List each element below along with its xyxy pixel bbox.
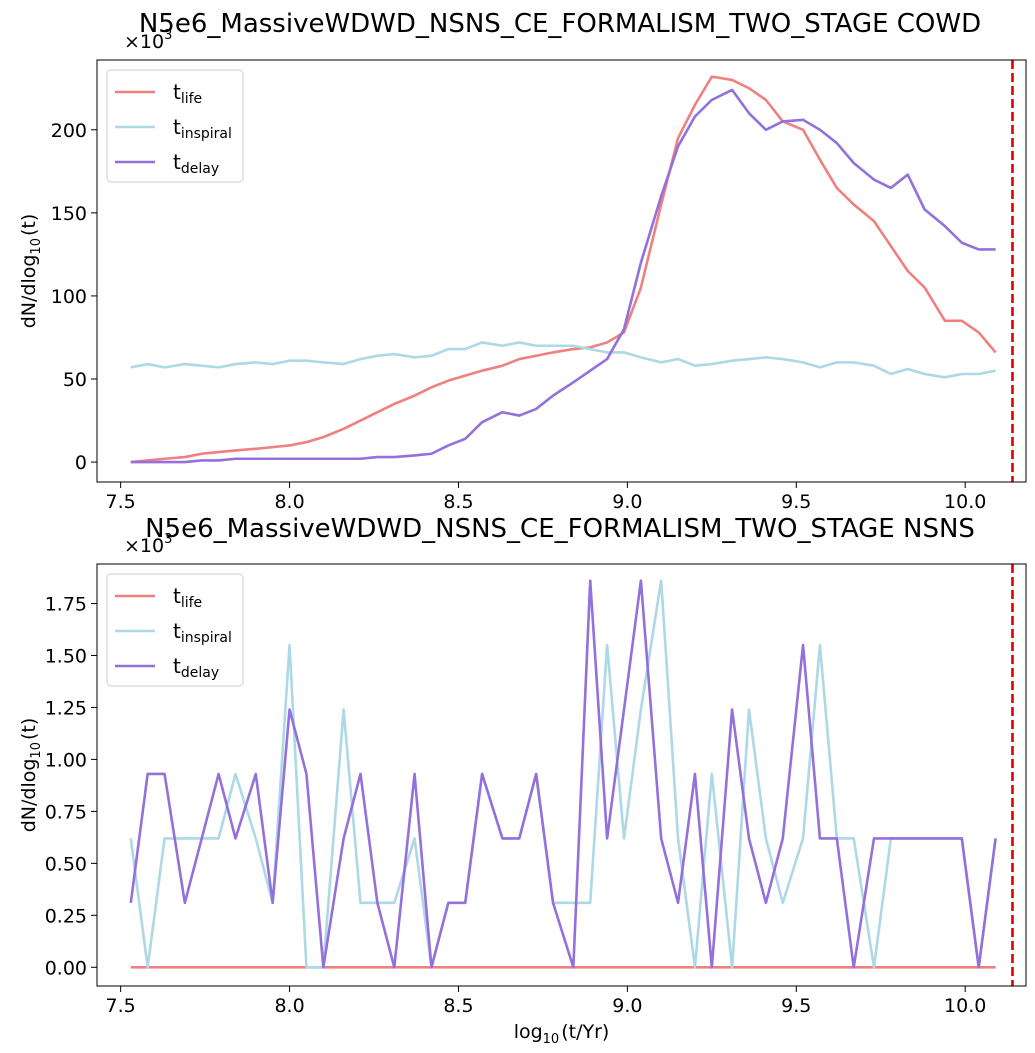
y-tick-label: 100 (51, 286, 87, 308)
x-tick-label: 10.0 (944, 491, 986, 513)
legend-label-main: t (173, 654, 181, 678)
chart-cowd: N5e6_MassiveWDWD_NSNS_CE_FORMALISM_TWO_S… (18, 9, 1027, 513)
legend-label-sub: inspiral (181, 126, 232, 142)
y-label-sub: 10 (29, 742, 44, 759)
legend-label-main: t (173, 584, 181, 608)
legend-label-main: t (173, 150, 181, 174)
x-tick-label: 10.0 (944, 995, 986, 1017)
x-tick-label: 8.0 (274, 995, 304, 1017)
x-axis-label: log10 (t/Yr) (514, 1021, 610, 1047)
x-tick-label: 9.0 (612, 491, 642, 513)
y-axis-label: dN/dlog10 (t) (18, 718, 44, 833)
y-tick-label: 0.50 (45, 853, 87, 875)
legend-label-inspiral: tinspiral (173, 619, 232, 646)
legend-label-sub: inspiral (181, 630, 232, 646)
multiplier-exponent: 3 (164, 532, 172, 547)
y-tick-label: 1.50 (45, 645, 87, 667)
legend-label-sub: life (181, 91, 202, 107)
x-tick-label: 7.5 (106, 995, 136, 1017)
y-tick-label: 0 (75, 452, 87, 474)
series-line-life (130, 75, 997, 464)
legend-label-sub: life (181, 595, 202, 611)
chart-title: N5e6_MassiveWDWD_NSNS_CE_FORMALISM_TWO_S… (145, 514, 975, 544)
x-label-sub: 10 (543, 1032, 560, 1047)
legend-label-life: tlife (173, 80, 202, 107)
x-tick-label: 9.5 (781, 995, 811, 1017)
x-tick-label: 9.5 (781, 491, 811, 513)
x-label-main: log (514, 1021, 543, 1043)
legend-box (106, 69, 244, 183)
y-tick-label: 1.00 (45, 749, 87, 771)
legend-label-sub: delay (181, 161, 219, 177)
y-tick-label: 0.75 (45, 801, 87, 823)
x-tick-label: 8.0 (274, 491, 304, 513)
series-line-delay (129, 579, 997, 969)
multiplier-exponent: 3 (164, 28, 172, 43)
x-tick-label: 8.5 (443, 995, 473, 1017)
multiplier-base: ×10 (124, 31, 164, 53)
y-tick-label: 0.25 (45, 905, 87, 927)
y-tick-label: 50 (63, 369, 87, 391)
series-line-inspiral (130, 341, 996, 379)
multiplier-base: ×10 (124, 535, 164, 557)
legend-label-delay: tdelay (173, 150, 219, 177)
series-line-delay (130, 88, 996, 464)
chart-title: N5e6_MassiveWDWD_NSNS_CE_FORMALISM_TWO_S… (139, 9, 981, 39)
legend-label-main: t (173, 115, 181, 139)
y-label-main: dN/dlog (18, 255, 40, 329)
y-tick-label: 0.00 (45, 957, 87, 979)
y-tick-label: 1.25 (45, 697, 87, 719)
x-tick-label: 7.5 (106, 491, 136, 513)
x-tick-label: 9.0 (612, 995, 642, 1017)
legend-label-main: t (173, 619, 181, 643)
axis-multiplier: ×103 (124, 532, 172, 557)
y-label-main: dN/dlog (18, 759, 40, 833)
legend-label-inspiral: tinspiral (173, 115, 232, 142)
y-axis-label: dN/dlog10 (t) (18, 214, 44, 329)
y-tick-label: 200 (51, 120, 87, 142)
x-tick-label: 8.5 (443, 491, 473, 513)
legend-label-main: t (173, 80, 181, 104)
y-label-arg: (t) (18, 214, 40, 236)
chart-nsns: N5e6_MassiveWDWD_NSNS_CE_FORMALISM_TWO_S… (18, 514, 1027, 1047)
legend-label-delay: tdelay (173, 654, 219, 681)
legend-label-sub: delay (181, 665, 219, 681)
series-line-inspiral (129, 579, 997, 969)
y-tick-label: 150 (51, 203, 87, 225)
legend-label-life: tlife (173, 584, 202, 611)
axes-frame (96, 59, 1027, 483)
y-tick-label: 1.75 (45, 593, 87, 615)
axis-multiplier: ×103 (124, 28, 172, 53)
y-label-arg: (t) (18, 718, 40, 740)
axes-frame (96, 563, 1027, 987)
y-label-sub: 10 (29, 238, 44, 255)
x-label-arg: (t/Yr) (561, 1021, 609, 1043)
legend-box (106, 573, 244, 687)
